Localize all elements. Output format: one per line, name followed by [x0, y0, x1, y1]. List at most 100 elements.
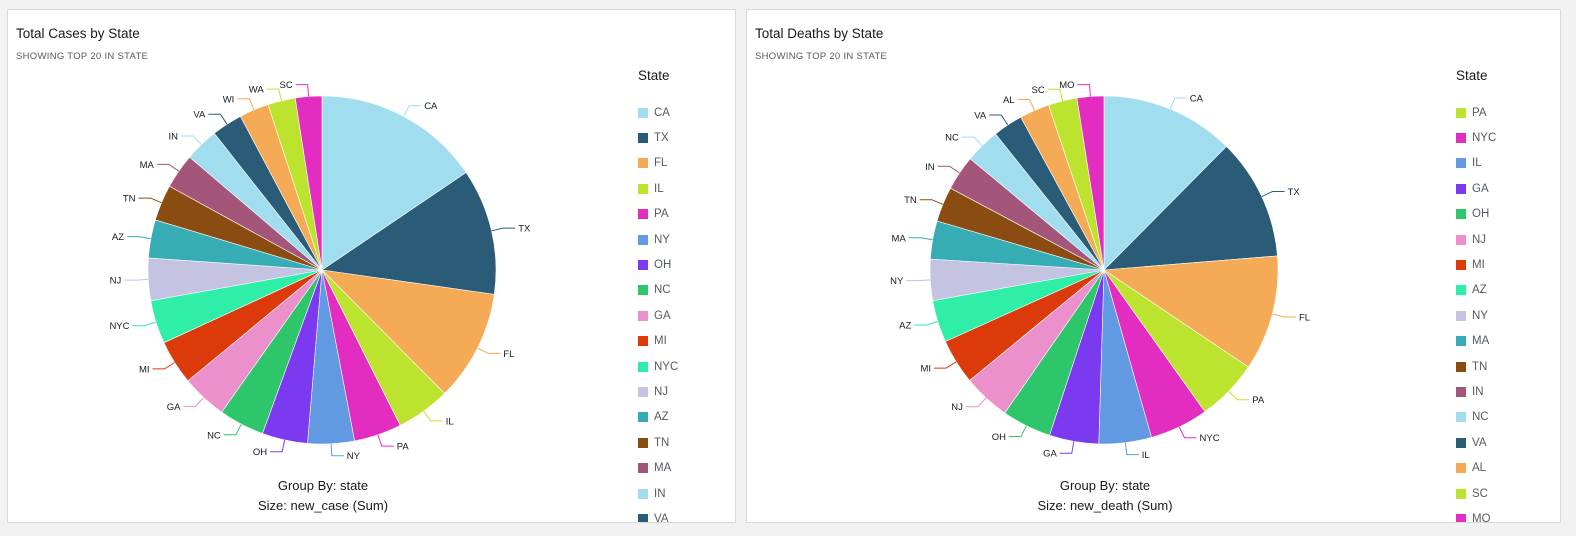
legend-swatch	[638, 260, 648, 271]
legend-item[interactable]: NJ	[1456, 227, 1556, 252]
chart-title: Total Cases by State	[16, 26, 140, 41]
slice-label: FL	[503, 349, 514, 360]
legend-item[interactable]: IL	[638, 176, 733, 201]
legend-item[interactable]: PA	[638, 202, 733, 227]
legend-label: FL	[654, 157, 668, 170]
legend-swatch	[638, 513, 648, 522]
legend-swatch	[638, 234, 648, 245]
pie-slice-ca[interactable]	[321, 95, 467, 271]
legend-item[interactable]: NC	[638, 278, 733, 303]
pie-slice-fl[interactable]	[321, 269, 495, 394]
pie-slice-sc[interactable]	[294, 95, 323, 271]
slice-leader-line	[156, 163, 180, 172]
slice-leader-line	[989, 114, 1009, 126]
legend-item[interactable]: NYC	[638, 354, 733, 379]
legend-swatch	[638, 310, 648, 321]
legend-item[interactable]: MO	[1456, 506, 1556, 522]
legend-item[interactable]: MA	[638, 455, 733, 480]
legend-item[interactable]: AL	[1456, 455, 1556, 480]
legend-swatch	[638, 412, 648, 423]
legend-item[interactable]: IL	[1456, 151, 1556, 176]
pie-slice-fl[interactable]	[1103, 255, 1279, 368]
legend-swatch	[1456, 513, 1466, 522]
slice-leader-line	[295, 84, 310, 97]
legend-item[interactable]: AZ	[1456, 278, 1556, 303]
legend-item[interactable]: TX	[638, 125, 733, 150]
legend-item[interactable]: GA	[638, 303, 733, 328]
slice-leader-line	[181, 135, 202, 145]
slice-leader-line	[330, 443, 344, 457]
slice-leader-line	[223, 423, 242, 436]
slice-leader-line	[132, 321, 157, 327]
slice-leader-line	[908, 237, 933, 241]
slice-label: TX	[1288, 187, 1301, 198]
chart-footer: Group By: state Size: new_death (Sum)	[1005, 476, 1205, 516]
legend-item[interactable]: SC	[1456, 481, 1556, 506]
legend-swatch	[1456, 412, 1466, 423]
legend-item[interactable]: MI	[1456, 252, 1556, 277]
legend-item[interactable]: NYC	[1456, 125, 1556, 150]
legend-item[interactable]: AZ	[638, 405, 733, 430]
legend-label: PA	[654, 208, 669, 221]
legend-item[interactable]: FL	[638, 151, 733, 176]
pie-slice-tx[interactable]	[1103, 145, 1278, 271]
slice-label: NC	[207, 430, 221, 441]
legend-label: MO	[1472, 512, 1491, 522]
legend-label: SC	[1472, 487, 1488, 500]
slice-leader-line	[138, 197, 162, 204]
legend-label: AZ	[654, 411, 669, 424]
legend-item[interactable]: IN	[638, 481, 733, 506]
legend-item[interactable]: NY	[638, 227, 733, 252]
legend-title: State	[1456, 68, 1488, 83]
slice-leader-line	[237, 98, 255, 110]
legend-label: IL	[654, 182, 664, 195]
slice-leader-line	[1047, 88, 1064, 102]
legend-item[interactable]: CA	[638, 100, 733, 125]
legend-label: CA	[654, 106, 670, 119]
pie-slice-ca[interactable]	[1103, 95, 1227, 271]
legend-item[interactable]: NJ	[638, 379, 733, 404]
slice-label: NYC	[109, 321, 129, 332]
legend-item[interactable]: TN	[1456, 354, 1556, 379]
deaths-pie-chart[interactable]: CA TX FL PA NYC IL GA OH NJ MI AZ NY MA TN IN NC VA AL SC M…	[747, 10, 1561, 523]
legend-item[interactable]: MI	[638, 329, 733, 354]
legend-label: VA	[1472, 436, 1487, 449]
legend-label: NYC	[654, 360, 679, 373]
legend-swatch	[638, 209, 648, 220]
slice-label: TX	[518, 224, 531, 235]
legend-item[interactable]: IN	[1456, 379, 1556, 404]
chart-subtitle: SHOWING TOP 20 IN STATE	[16, 51, 149, 62]
slice-leader-line	[1124, 442, 1139, 456]
slice-leader-line	[477, 347, 501, 354]
slice-label: NYC	[1200, 433, 1220, 444]
legend-item[interactable]: VA	[1456, 430, 1556, 455]
legend-label: NC	[654, 284, 671, 297]
slice-leader-line	[906, 279, 931, 282]
legend-swatch	[1456, 437, 1466, 448]
slice-label: OH	[253, 447, 267, 458]
legend-item[interactable]: OH	[1456, 202, 1556, 227]
legend-item[interactable]: OH	[638, 252, 733, 277]
legend-item[interactable]: GA	[1456, 176, 1556, 201]
slice-leader-line	[961, 136, 983, 147]
legend-label: OH	[654, 259, 672, 272]
slice-label: TN	[123, 194, 136, 205]
legend-item[interactable]: TN	[638, 430, 733, 455]
slice-leader-line	[1228, 391, 1250, 401]
legend-item[interactable]: VA	[638, 506, 733, 522]
slice-leader-line	[152, 362, 175, 370]
deaths-chart-panel: Total Deaths by State SHOWING TOP 20 IN …	[746, 9, 1561, 523]
legend-label: PA	[1472, 106, 1487, 119]
legend-item[interactable]: NY	[1456, 303, 1556, 328]
slice-label: SC	[1031, 85, 1044, 96]
cases-pie-chart[interactable]: CA TX FL IL PA NY OH NC GA MI NYC NJ AZ TN MA IN VA WI WA S…	[8, 10, 736, 523]
slice-leader-line	[1009, 425, 1027, 437]
legend-label: TN	[1472, 360, 1488, 373]
legend-item[interactable]: MA	[1456, 329, 1556, 354]
slice-label: IL	[1142, 450, 1150, 461]
pie-slice-mo[interactable]	[1076, 95, 1105, 271]
slice-leader-line	[1272, 313, 1296, 318]
legend-item[interactable]: PA	[1456, 100, 1556, 125]
slice-label: CA	[1190, 94, 1204, 105]
legend-item[interactable]: NC	[1456, 405, 1556, 430]
